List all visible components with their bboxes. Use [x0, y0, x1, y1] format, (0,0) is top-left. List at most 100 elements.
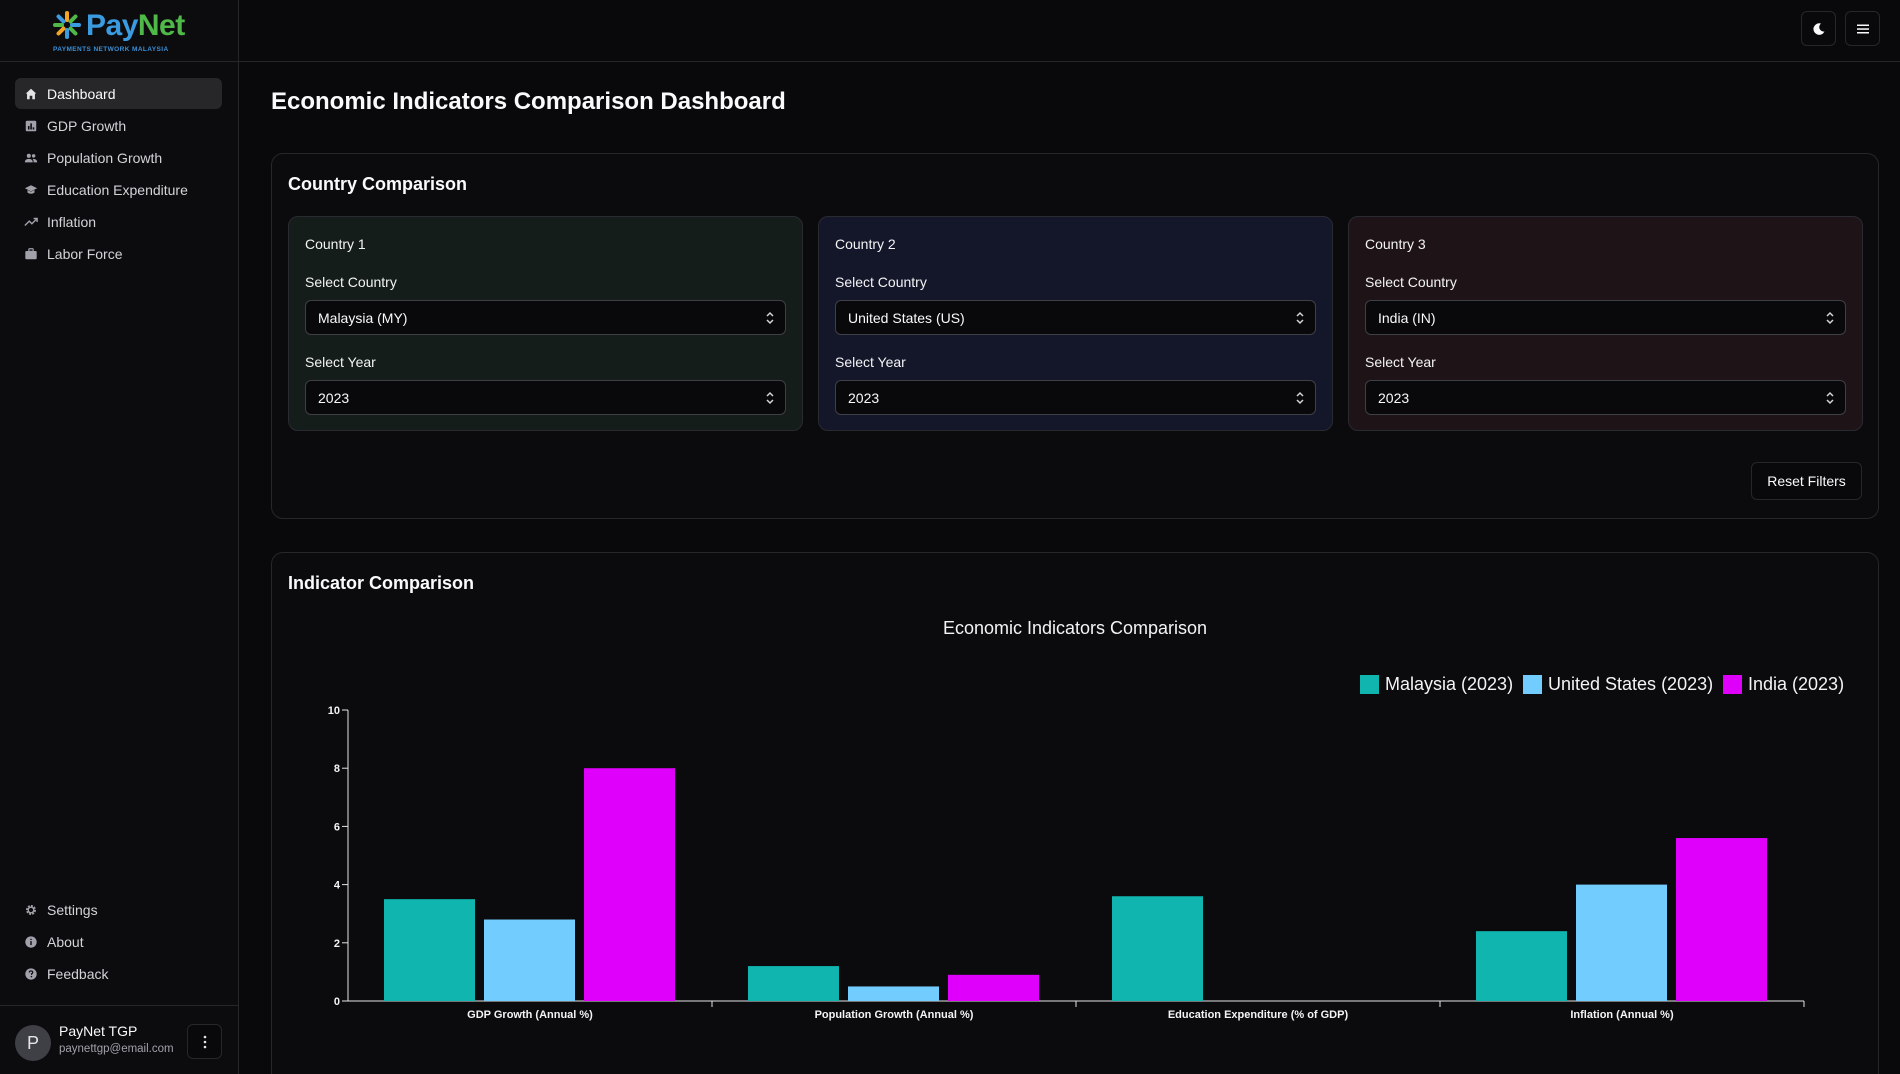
country-panel-title: Country 2	[835, 236, 896, 252]
help-circle-icon	[24, 967, 38, 981]
user-menu-button[interactable]	[187, 1024, 222, 1059]
y-tick-label: 10	[328, 705, 340, 717]
sidebar-item-label: Feedback	[47, 965, 109, 982]
hamburger-icon	[1856, 24, 1869, 33]
brand-logo[interactable]: PayNet PAYMENTS NETWORK MALAYSIA	[0, 0, 238, 62]
sidebar-bottom-nav: Settings About Feedback	[15, 894, 222, 990]
legend-item[interactable]: Malaysia (2023)	[1360, 674, 1513, 695]
sidebar-item-label: GDP Growth	[47, 117, 127, 134]
bar	[848, 986, 939, 1001]
bar	[1476, 931, 1567, 1001]
legend-label: India (2023)	[1748, 674, 1845, 694]
sidebar-item-label: Dashboard	[47, 85, 116, 102]
country-panel-title: Country 1	[305, 236, 366, 252]
bar	[1112, 896, 1203, 1001]
country-1-country-select[interactable]: Malaysia (MY)	[305, 300, 786, 335]
indicator-comparison-title: Indicator Comparison	[288, 573, 475, 593]
country-comparison-title: Country Comparison	[288, 174, 468, 194]
chart-title: Economic Indicators Comparison	[943, 618, 1207, 638]
paynet-logo-icon	[53, 11, 81, 39]
chevron-up-down-icon	[766, 311, 774, 325]
chevron-up-down-icon	[1296, 311, 1304, 325]
bar	[748, 966, 839, 1001]
sidebar: PayNet PAYMENTS NETWORK MALAYSIA Dashboa…	[0, 0, 239, 1074]
reset-filters-button[interactable]: Reset Filters	[1751, 462, 1862, 500]
bar	[948, 974, 1039, 1001]
graduation-cap-icon	[24, 183, 38, 197]
x-tick-label: Education Expenditure (% of GDP)	[1168, 1009, 1349, 1021]
legend-item[interactable]: United States (2023)	[1523, 674, 1713, 695]
sidebar-item-label: Population Growth	[47, 149, 163, 166]
theme-toggle-button[interactable]	[1801, 11, 1836, 46]
chevron-up-down-icon	[1826, 311, 1834, 325]
y-tick-label: 0	[334, 996, 340, 1008]
country-2-panel: Country 2 Select Country United States (…	[818, 216, 1333, 431]
sidebar-item-label: Education Expenditure	[47, 181, 188, 198]
select-value: Malaysia (MY)	[318, 309, 408, 326]
y-tick-label: 8	[334, 763, 340, 775]
bar	[584, 768, 675, 1001]
avatar[interactable]: P	[15, 1025, 51, 1061]
sidebar-item-education-expenditure[interactable]: Education Expenditure	[15, 174, 222, 205]
brand-tagline: PAYMENTS NETWORK MALAYSIA	[53, 46, 169, 53]
x-tick-label: Population Growth (Annual %)	[815, 1009, 974, 1021]
user-name: PayNet TGP	[59, 1023, 138, 1039]
bar	[1576, 884, 1667, 1001]
x-tick-label: Inflation (Annual %)	[1570, 1009, 1674, 1021]
sidebar-item-about[interactable]: About	[15, 926, 222, 957]
sidebar-item-label: Settings	[47, 901, 98, 918]
legend-swatch	[1523, 675, 1542, 694]
sidebar-item-settings[interactable]: Settings	[15, 894, 222, 925]
select-value: United States (US)	[848, 309, 965, 326]
chevron-up-down-icon	[766, 391, 774, 405]
legend-swatch	[1360, 675, 1379, 694]
country-2-country-select[interactable]: United States (US)	[835, 300, 1316, 335]
brand-name: PayNet	[86, 9, 185, 42]
more-vertical-icon	[203, 1035, 206, 1048]
country-3-panel: Country 3 Select Country India (IN) Sele…	[1348, 216, 1863, 431]
select-value: 2023	[1378, 389, 1410, 406]
chevron-up-down-icon	[1826, 391, 1834, 405]
legend-item[interactable]: India (2023)	[1723, 674, 1844, 695]
user-email: paynettgp@email.com	[59, 1043, 174, 1055]
sidebar-item-label: About	[47, 933, 84, 950]
select-year-label: Select Year	[835, 354, 906, 370]
country-3-year-select[interactable]: 2023	[1365, 380, 1846, 415]
select-value: India (IN)	[1378, 309, 1436, 326]
country-comparison-card: Country Comparison Country 1 Select Coun…	[271, 153, 1879, 519]
select-country-label: Select Country	[1365, 274, 1457, 290]
country-3-country-select[interactable]: India (IN)	[1365, 300, 1846, 335]
briefcase-icon	[24, 247, 38, 261]
select-country-label: Select Country	[305, 274, 397, 290]
country-1-panel: Country 1 Select Country Malaysia (MY) S…	[288, 216, 803, 431]
chevron-up-down-icon	[1296, 391, 1304, 405]
sidebar-nav: Dashboard GDP Growth Population Growth E…	[15, 78, 222, 270]
select-value: 2023	[318, 389, 350, 406]
country-2-year-select[interactable]: 2023	[835, 380, 1316, 415]
sidebar-item-population-growth[interactable]: Population Growth	[15, 142, 222, 173]
moon-icon	[1812, 22, 1824, 35]
bar	[484, 919, 575, 1001]
legend-label: United States (2023)	[1548, 674, 1714, 694]
y-tick-label: 6	[334, 821, 340, 833]
select-year-label: Select Year	[1365, 354, 1436, 370]
info-icon	[24, 935, 38, 949]
y-tick-label: 2	[334, 938, 340, 950]
home-icon	[24, 87, 38, 101]
sidebar-item-inflation[interactable]: Inflation	[15, 206, 222, 237]
y-tick-label: 4	[334, 880, 341, 892]
country-1-year-select[interactable]: 2023	[305, 380, 786, 415]
menu-button[interactable]	[1845, 11, 1880, 46]
bar	[1676, 838, 1767, 1001]
sidebar-item-feedback[interactable]: Feedback	[15, 958, 222, 989]
gear-icon	[24, 903, 38, 917]
select-country-label: Select Country	[835, 274, 927, 290]
bar	[384, 899, 475, 1001]
topbar	[239, 0, 1900, 62]
sidebar-item-dashboard[interactable]: Dashboard	[15, 78, 222, 109]
select-value: 2023	[848, 389, 880, 406]
country-panel-title: Country 3	[1365, 236, 1426, 252]
sidebar-item-gdp-growth[interactable]: GDP Growth	[15, 110, 222, 141]
sidebar-item-labor-force[interactable]: Labor Force	[15, 238, 222, 269]
